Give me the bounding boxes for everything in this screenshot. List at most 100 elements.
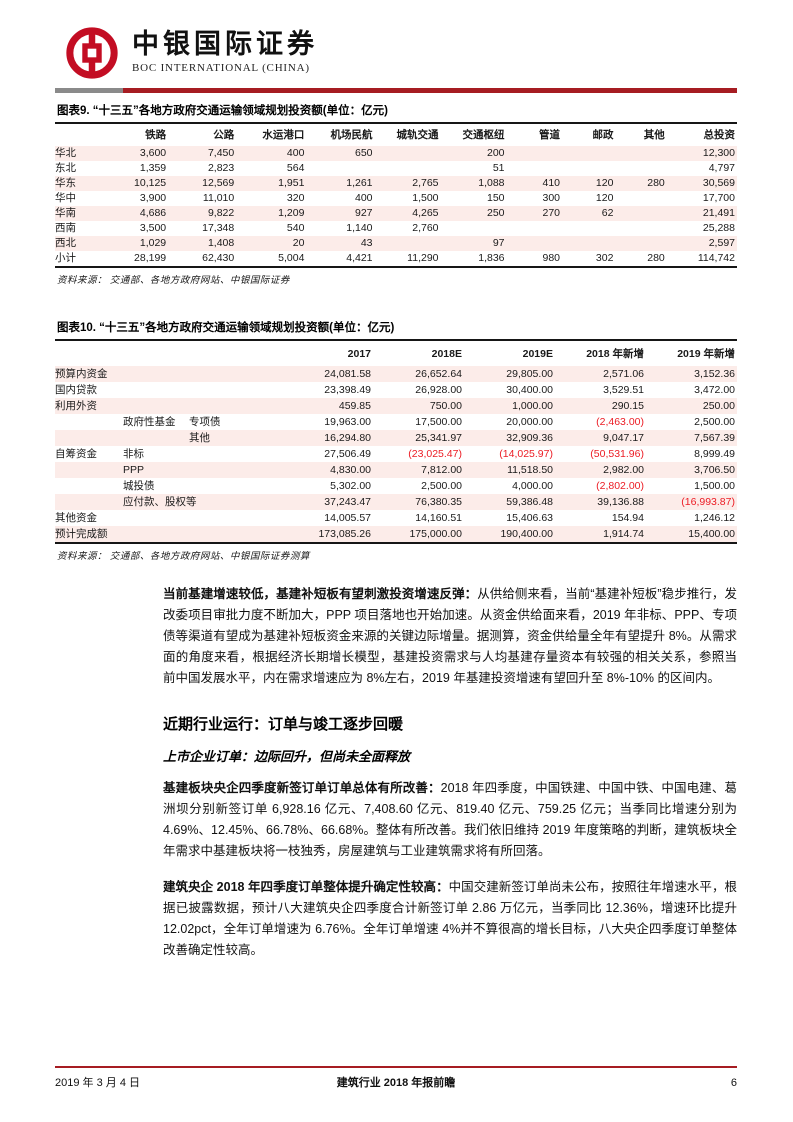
value-cell [375,146,441,161]
row-label-cell [55,414,123,430]
paragraph-central-soe-orders: 建筑央企 2018 年四季度订单整体提升确定性较高：中国交建新签订单尚未公布，按… [163,877,737,961]
value-cell: 3,152.36 [694,368,735,380]
column-header [55,124,101,146]
value-cell [615,161,666,176]
row-label-cell [189,366,282,382]
value-cell: 9,047.17 [603,432,644,444]
row-label-cell: 应付款、股权等 [123,496,197,508]
sub-heading-listed-company-orders: 上市企业订单：边际回升，但尚未全面释放 [163,749,411,764]
paragraph-lead: 基建板块央企四季度新签订单订单总体有所改善： [163,781,441,795]
value-cell [441,221,507,236]
row-label-cell: 西南 [55,222,76,234]
value-cell: 28,199 [101,251,169,268]
value-cell [507,221,563,236]
value-cell: 2,597 [708,237,735,249]
row-label-cell: PPP [123,464,145,476]
boc-logo-icon [66,27,118,79]
table-row: 应付款、股权等 37,243.47 76,380.35 59,386.48 39,136… [55,494,737,510]
value-cell: 1,000.00 [512,400,553,412]
spacer [55,286,737,310]
row-label-cell: 预算内资金 [55,368,108,380]
value-cell: 459.85 [338,400,371,412]
value-cell: 3,600 [139,147,167,159]
table-row: PPP 4,830.00 7,812.00 11,518.50 2,982.00 3,70… [55,462,737,478]
value-cell: 1,209 [278,207,305,219]
value-cell: 190,400.00 [464,526,555,544]
value-cell: 16,294.80 [324,432,371,444]
value-cell: 43 [360,237,373,249]
value-cell: 7,812.00 [421,464,462,476]
column-header: 铁路 [145,129,167,141]
value-cell: 3,500 [139,222,167,234]
value-cell: 3,472.00 [694,384,735,396]
value-cell: 27,506.49 [324,448,371,460]
row-label-cell: 预计完成额 [55,526,123,544]
value-cell: 300 [542,192,561,204]
value-cell: 21,491 [702,207,735,219]
value-cell: 540 [286,222,305,234]
table-row: 华南 4,686 9,822 1,209 927 4,265 250 270 62 21,491 [55,206,737,221]
table-row: 利用外资 459.85 750.00 1,000.00 290.15 250.00 [55,398,737,414]
paragraph-lead: 建筑央企 2018 年四季度订单整体提升确定性较高： [163,880,449,894]
value-cell: 59,386.48 [506,496,553,508]
value-cell: 25,341.97 [415,432,462,444]
value-cell: 120 [595,192,614,204]
value-cell [375,236,441,251]
value-cell [306,161,374,176]
value-cell: 3,900 [139,192,167,204]
value-cell: (2,802.00) [596,480,644,492]
value-cell: 2,571.06 [603,368,644,380]
row-label-cell [189,382,282,398]
row-label-cell: 其他资金 [55,512,97,524]
value-cell: 5,302.00 [330,480,371,492]
row-label-cell [123,430,189,446]
table-row: 华北 3,600 7,450 400 650 200 12,300 [55,146,737,161]
value-cell: 14,160.51 [415,512,462,524]
paragraph-lead: 当前基建增速较低，基建补短板有望刺激投资增速反弹： [163,587,478,601]
column-header: 水运港口 [262,129,305,141]
value-cell: 270 [542,207,561,219]
table-row: 西南 3,500 17,348 540 1,140 2,760 25,288 [55,221,737,236]
row-label-cell: 华北 [55,147,76,159]
figure10-title: 图表10. “十三五”各地方政府交通运输领域规划投资额(单位：亿元) [55,317,737,341]
row-label-cell [55,430,123,446]
row-label-cell: 自筹资金 [55,448,97,460]
row-label-cell: 华东 [55,177,76,189]
brand-text: 中银国际证券 BOC INTERNATIONAL (CHINA) [132,26,318,74]
column-header: 2017 [347,348,371,360]
value-cell: (16,993.87) [681,496,735,508]
table-row: 预算内资金 24,081.58 26,652.64 29,805.00 2,571.06… [55,366,737,382]
column-header: 邮政 [592,129,614,141]
value-cell: 11,010 [202,192,235,204]
value-cell: 173,085.26 [282,526,373,544]
value-cell: 154.94 [611,512,644,524]
value-cell: 200 [486,147,505,159]
value-cell: 1,359 [139,162,167,174]
value-cell: 4,830.00 [330,464,371,476]
table-row: 华东 10,125 12,569 1,951 1,261 2,765 1,088 410 120… [55,176,737,191]
column-header: 2018E [431,348,462,360]
footer-report-title: 建筑行业 2018 年报前瞻 [336,1077,456,1089]
figure9-header-row: 铁路 公路 水运港口 机场民航 城轨交通 交通枢纽 管道 邮政 其他 总投资 [55,124,737,146]
value-cell: 4,686 [139,207,167,219]
column-header: 管道 [539,129,561,141]
value-cell [375,161,441,176]
column-header [55,341,123,366]
column-header [123,341,189,366]
value-cell: (14,025.97) [499,448,553,460]
value-cell: (50,531.96) [590,448,644,460]
value-cell: 62,430 [168,251,237,268]
row-label-cell: 利用外资 [55,400,97,412]
row-label-cell: 城投债 [123,480,155,492]
value-cell: 2,823 [207,162,235,174]
value-cell: 320 [286,192,305,204]
value-cell: 650 [354,147,373,159]
value-cell [615,236,666,251]
row-label-cell [189,398,282,414]
value-cell: 410 [542,177,561,189]
row-label-cell [189,526,282,544]
value-cell: 2,760 [412,222,439,234]
column-header: 总投资 [703,129,736,141]
value-cell [507,146,563,161]
column-header: 公路 [213,129,235,141]
